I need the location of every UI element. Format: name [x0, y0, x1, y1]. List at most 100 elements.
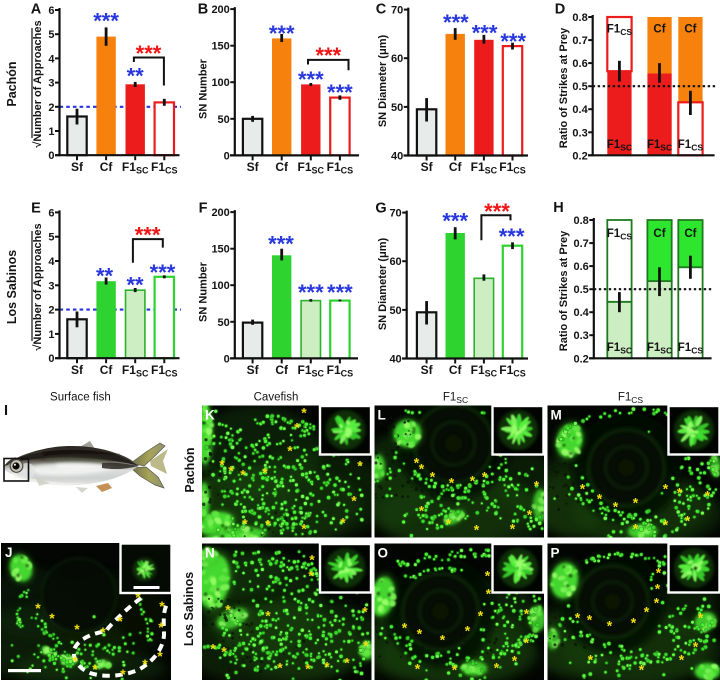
svg-text:*: *: [363, 638, 369, 654]
svg-text:C: C: [376, 2, 387, 18]
svg-text:Cf: Cf: [653, 24, 665, 36]
svg-text:*: *: [262, 465, 268, 481]
svg-text:*: *: [470, 473, 476, 489]
svg-text:F1SC: F1SC: [647, 342, 672, 356]
svg-text:***: ***: [269, 21, 295, 46]
svg-text:**: **: [127, 64, 145, 89]
svg-text:0.3: 0.3: [574, 330, 589, 342]
svg-text:*: *: [644, 604, 650, 620]
svg-text:*: *: [402, 620, 408, 636]
svg-text:*: *: [35, 600, 41, 616]
svg-text:*: *: [74, 621, 80, 637]
svg-text:B: B: [198, 2, 208, 18]
svg-text:M: M: [551, 408, 562, 423]
svg-text:Cf: Cf: [653, 228, 665, 240]
svg-text:50: 50: [391, 102, 403, 114]
svg-text:G: G: [375, 201, 386, 217]
svg-text:L: L: [378, 408, 386, 423]
svg-text:SN Number: SN Number: [198, 261, 210, 322]
svg-text:0.2: 0.2: [574, 353, 589, 365]
svg-text:***: ***: [136, 41, 162, 66]
svg-text:0.7: 0.7: [574, 238, 589, 250]
svg-text:*: *: [415, 661, 421, 677]
svg-text:Cf: Cf: [100, 160, 114, 174]
svg-text:Sf: Sf: [421, 363, 434, 377]
svg-text:*: *: [478, 608, 484, 624]
svg-text:*: *: [575, 610, 581, 626]
svg-text:*: *: [49, 610, 55, 626]
svg-text:*: *: [663, 517, 669, 533]
svg-text:F1SC: F1SC: [443, 392, 468, 406]
svg-text:*: *: [301, 521, 307, 537]
svg-text:0.5: 0.5: [572, 81, 587, 93]
svg-text:SN Diameter (μm): SN Diameter (μm): [377, 238, 389, 331]
svg-text:*: *: [159, 598, 165, 614]
svg-text:*: *: [440, 632, 446, 648]
svg-text:*: *: [301, 405, 307, 421]
svg-text:*: *: [512, 653, 518, 669]
svg-text:√Number of Approaches: √Number of Approaches: [32, 20, 44, 147]
svg-text:*: *: [419, 503, 425, 519]
svg-text:D: D: [555, 2, 565, 18]
svg-text:50: 50: [389, 305, 401, 317]
svg-text:200: 200: [211, 207, 229, 219]
svg-text:70: 70: [391, 5, 403, 17]
svg-text:150: 150: [211, 244, 229, 256]
svg-text:*: *: [705, 488, 711, 504]
svg-text:*: *: [639, 662, 645, 678]
svg-text:*: *: [142, 656, 148, 672]
svg-text:*: *: [654, 595, 660, 611]
svg-text:50: 50: [218, 114, 230, 126]
svg-text:*: *: [265, 517, 271, 533]
svg-text:*: *: [305, 661, 311, 677]
svg-text:0.8: 0.8: [574, 215, 589, 227]
svg-text:40: 40: [391, 151, 403, 163]
svg-text:*: *: [580, 481, 586, 497]
svg-text:*: *: [656, 565, 662, 581]
svg-text:*: *: [100, 624, 106, 640]
svg-text:N: N: [205, 546, 215, 561]
svg-text:*: *: [430, 469, 436, 485]
svg-text:F1SC: F1SC: [607, 139, 632, 153]
svg-text:0.5: 0.5: [574, 284, 589, 296]
svg-text:*: *: [219, 457, 225, 473]
svg-text:*: *: [679, 652, 685, 668]
svg-text:Ratio of Strikes at Prey: Ratio of Strikes at Prey: [558, 27, 570, 148]
svg-text:***: ***: [327, 80, 353, 105]
svg-text:150: 150: [211, 41, 229, 53]
svg-text:F: F: [199, 201, 208, 217]
svg-text:0.6: 0.6: [572, 58, 587, 70]
svg-text:***: ***: [315, 43, 341, 68]
svg-text:0: 0: [224, 353, 230, 365]
svg-text:J: J: [5, 545, 13, 560]
svg-text:A: A: [31, 2, 42, 18]
svg-text:*: *: [698, 610, 704, 626]
svg-text:*: *: [534, 478, 540, 494]
svg-text:*: *: [452, 662, 458, 678]
svg-text:Cavefish: Cavefish: [254, 392, 299, 404]
svg-text:Los Sabinos: Los Sabinos: [182, 572, 196, 646]
svg-text:*: *: [486, 586, 492, 602]
svg-text:*: *: [631, 615, 637, 631]
svg-text:Sf: Sf: [71, 160, 84, 174]
svg-text:*: *: [655, 581, 661, 597]
svg-text:*: *: [210, 641, 216, 657]
svg-text:SN Number: SN Number: [198, 58, 210, 119]
svg-text:*: *: [242, 516, 248, 532]
svg-text:*: *: [265, 608, 271, 624]
svg-text:40: 40: [389, 354, 401, 366]
svg-text:70: 70: [389, 208, 401, 220]
svg-text:O: O: [378, 546, 389, 561]
svg-text:0: 0: [48, 353, 54, 365]
svg-text:4: 4: [48, 256, 55, 268]
svg-text:*: *: [158, 619, 164, 635]
svg-text:*: *: [277, 660, 283, 676]
svg-text:I: I: [4, 403, 8, 419]
svg-text:*: *: [597, 491, 603, 507]
svg-text:60: 60: [389, 256, 401, 268]
svg-text:*: *: [485, 568, 491, 584]
svg-text:Surface fish: Surface fish: [50, 392, 111, 404]
svg-text:*: *: [419, 461, 425, 477]
svg-text:Pachón: Pachón: [5, 61, 19, 106]
svg-text:Cf: Cf: [449, 160, 463, 174]
